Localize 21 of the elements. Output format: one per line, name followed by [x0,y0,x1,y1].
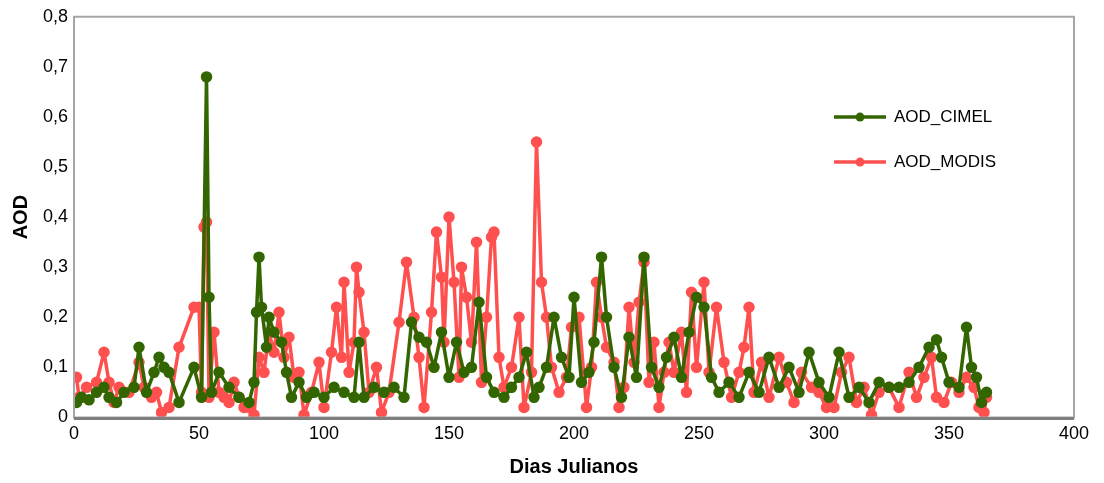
y-tick-label: 0,8 [42,5,69,26]
y-tick-label: 0,5 [42,155,69,176]
x-tick-label: 100 [308,423,340,444]
x-tick-label: 350 [933,423,965,444]
y-tick-label: 0,6 [42,105,69,126]
x-tick-label: 50 [189,423,210,444]
legend-label: AOD_CIMEL [894,106,993,126]
x-tick-label: 300 [808,423,840,444]
x-tick-label: 400 [1058,423,1090,444]
x-tick-label: 250 [683,423,715,444]
legend-label: AOD_MODIS [894,151,997,171]
y-tick-label: 0,2 [42,306,69,327]
y-axis-title: AOD [8,194,31,240]
x-tick-label: 200 [558,423,590,444]
y-tick-label: 0,7 [42,55,69,76]
y-tick-label: 0,1 [42,356,69,377]
x-tick-label: 150 [433,423,465,444]
y-tick-label: 0 [58,406,69,427]
x-axis-title: Dias Julianos [509,454,639,477]
y-tick-label: 0,3 [42,256,69,277]
y-tick-label: 0,4 [42,206,69,227]
